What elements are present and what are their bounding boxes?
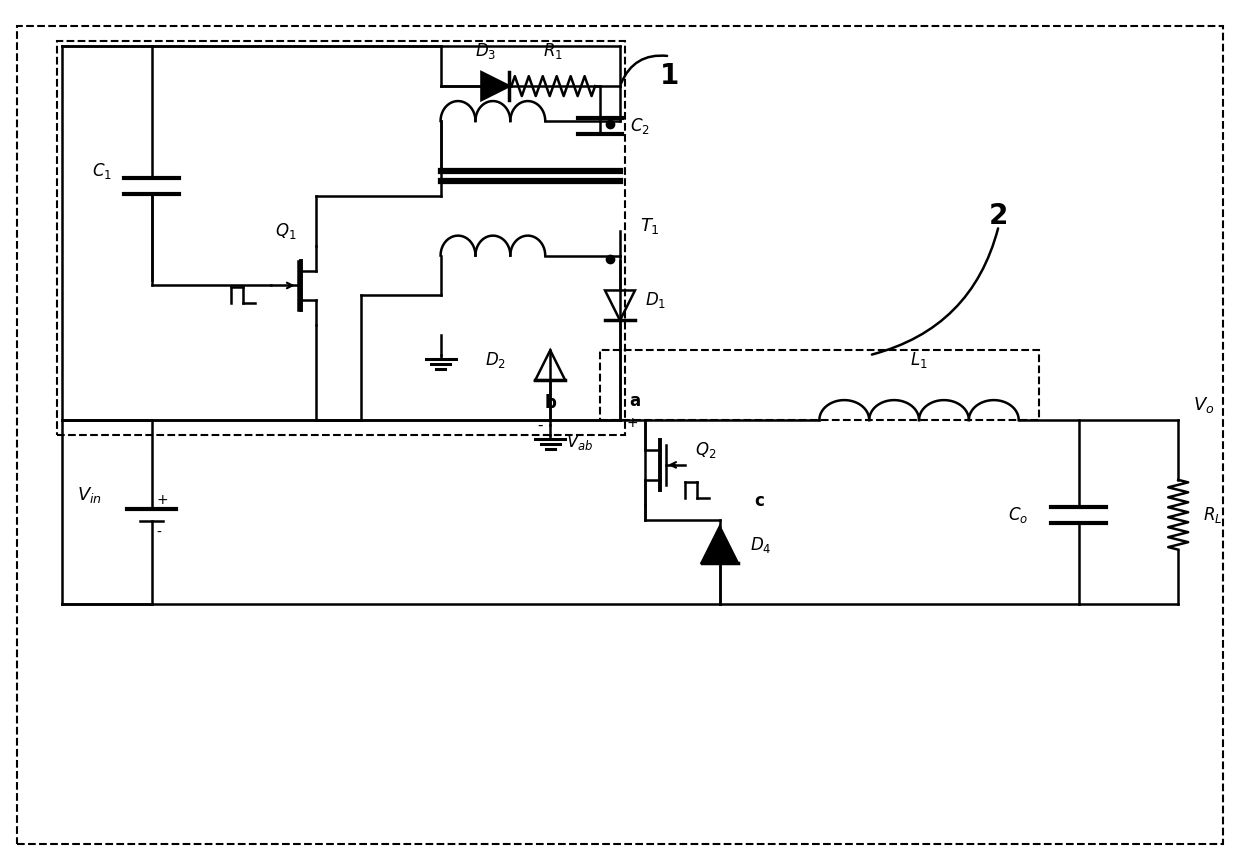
Text: -: - [537, 418, 543, 432]
Text: $C_1$: $C_1$ [92, 161, 112, 181]
Bar [57, 42, 625, 435]
Text: $C_o$: $C_o$ [1008, 505, 1029, 525]
Text: $D_1$: $D_1$ [645, 291, 666, 311]
Text: $V_o$: $V_o$ [1193, 395, 1215, 415]
Text: +: + [626, 416, 637, 430]
Text: $C_2$: $C_2$ [630, 116, 650, 136]
Text: $T_1$: $T_1$ [640, 215, 660, 235]
Text: -: - [156, 526, 161, 540]
Text: $R_L$: $R_L$ [1203, 505, 1223, 525]
Polygon shape [702, 527, 738, 562]
Text: $R_1$: $R_1$ [543, 42, 563, 61]
Text: $Q_1$: $Q_1$ [275, 221, 296, 240]
Text: $V_{in}$: $V_{in}$ [77, 484, 102, 505]
Bar [600, 350, 1039, 420]
Text: $D_3$: $D_3$ [475, 42, 496, 61]
Text: 1: 1 [660, 62, 680, 90]
Text: b: b [544, 394, 557, 412]
Text: c: c [755, 491, 765, 509]
Text: $V_{ab}$: $V_{ab}$ [567, 432, 594, 452]
Text: $D_2$: $D_2$ [485, 350, 506, 370]
Text: $L_1$: $L_1$ [910, 350, 928, 370]
Text: a: a [630, 392, 641, 410]
Text: 2: 2 [990, 202, 1008, 230]
Text: +: + [156, 493, 169, 507]
Text: $Q_2$: $Q_2$ [694, 440, 715, 460]
Text: $D_4$: $D_4$ [750, 535, 771, 554]
Polygon shape [481, 72, 510, 100]
